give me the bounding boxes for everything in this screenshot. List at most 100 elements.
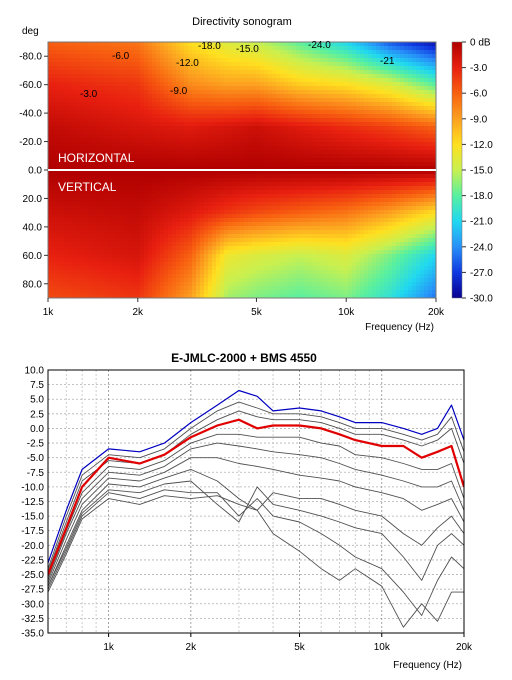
heatmap-cell (264, 182, 269, 187)
heatmap-cell (196, 294, 201, 298)
heatmap-cell (108, 246, 113, 251)
heatmap-cell (84, 90, 89, 95)
heatmap-cell (196, 178, 201, 183)
heatmap-cell (196, 110, 201, 115)
heatmap-cell (144, 278, 149, 283)
heatmap-cell (80, 210, 85, 215)
heatmap-cell (280, 162, 285, 167)
heatmap-cell (224, 182, 229, 187)
heatmap-cell (236, 178, 241, 183)
heatmap-cell (268, 186, 273, 191)
heatmap-cell (224, 230, 229, 235)
heatmap-cell (308, 234, 313, 239)
heatmap-cell (272, 158, 277, 163)
heatmap-cell (324, 162, 329, 167)
heatmap-cell (324, 190, 329, 195)
heatmap-cell (96, 242, 101, 247)
heatmap-cell (148, 258, 153, 263)
heatmap-cell (276, 70, 281, 75)
heatmap-cell (344, 70, 349, 75)
heatmap-cell (100, 86, 105, 91)
heatmap-cell (236, 214, 241, 219)
heatmap-cell (184, 246, 189, 251)
heatmap-cell (180, 222, 185, 227)
heatmap-cell (136, 190, 141, 195)
heatmap-cell (212, 62, 217, 67)
heatmap-cell (304, 282, 309, 287)
heatmap-cell (308, 90, 313, 95)
heatmap-cell (224, 214, 229, 219)
heatmap-cell (216, 78, 221, 83)
heatmap-cell (144, 90, 149, 95)
heatmap-cell (156, 254, 161, 259)
heatmap-cell (320, 250, 325, 255)
heatmap-cell (220, 250, 225, 255)
heatmap-cell (148, 278, 153, 283)
heatmap-cell (268, 94, 273, 99)
heatmap-cell (52, 46, 57, 51)
heatmap-cell (248, 294, 253, 298)
heatmap-cell (296, 150, 301, 155)
sonogram-svg: Directivity sonogram deg HORIZONTAL VERT… (19, 16, 493, 333)
heatmap-cell (108, 158, 113, 163)
heatmap-cell (356, 66, 361, 71)
heatmap-cell (88, 250, 93, 255)
heatmap-cell (204, 150, 209, 155)
heatmap-cell (200, 54, 205, 59)
heatmap-cell (160, 150, 165, 155)
heatmap-cell (112, 278, 117, 283)
heatmap-cell (156, 74, 161, 79)
heatmap-cell (312, 62, 317, 67)
heatmap-cell (192, 50, 197, 55)
heatmap-cell (184, 274, 189, 279)
heatmap-cell (324, 142, 329, 147)
heatmap-cell (244, 162, 249, 167)
heatmap-cell (272, 130, 277, 135)
heatmap-cell (180, 62, 185, 67)
heatmap-cell (180, 146, 185, 151)
heatmap-cell (104, 54, 109, 59)
heatmap-cell (276, 246, 281, 251)
heatmap-cell (212, 86, 217, 91)
heatmap-cell (140, 262, 145, 267)
heatmap-cell (144, 294, 149, 298)
heatmap-cell (84, 74, 89, 79)
heatmap-cell (84, 250, 89, 255)
heatmap-cell (48, 106, 53, 111)
heatmap-cell (236, 226, 241, 231)
heatmap-cell (316, 126, 321, 131)
heatmap-cell (60, 50, 65, 55)
heatmap-cell (96, 110, 101, 115)
heatmap-cell (88, 202, 93, 207)
heatmap-cell (324, 66, 329, 71)
heatmap-cell (244, 182, 249, 187)
heatmap-cell (140, 110, 145, 115)
heatmap-cell (288, 134, 293, 139)
heatmap-cell (320, 194, 325, 199)
heatmap-cell (56, 134, 61, 139)
heatmap-cell (220, 106, 225, 111)
heatmap-cell (96, 198, 101, 203)
heatmap-cell (52, 178, 57, 183)
heatmap-cell (352, 70, 357, 75)
heatmap-cell (84, 210, 89, 215)
heatmap-cell (300, 46, 305, 51)
heatmap-cell (208, 54, 213, 59)
heatmap-cell (132, 166, 137, 171)
heatmap-cell (260, 146, 265, 151)
heatmap-cell (104, 238, 109, 243)
heatmap-cell (244, 242, 249, 247)
heatmap-cell (324, 282, 329, 287)
heatmap-cell (92, 218, 97, 223)
heatmap-cell (312, 202, 317, 207)
heatmap-cell (300, 50, 305, 55)
heatmap-cell (316, 66, 321, 71)
heatmap-cell (148, 294, 153, 298)
heatmap-cell (212, 110, 217, 115)
heatmap-cell (100, 126, 105, 131)
heatmap-cell (188, 94, 193, 99)
heatmap-cell (320, 246, 325, 251)
heatmap-cell (180, 170, 185, 175)
heatmap-cell (276, 62, 281, 67)
heatmap-cell (64, 102, 69, 107)
